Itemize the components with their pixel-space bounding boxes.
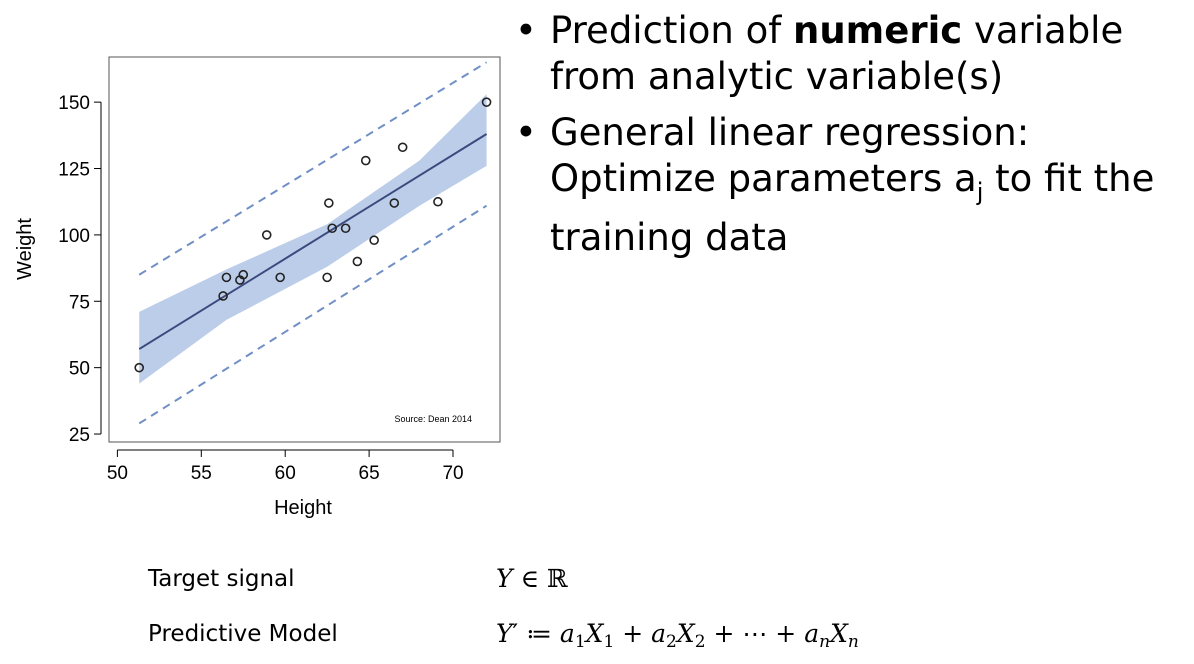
y-tick-label: 100 [58, 226, 90, 247]
predictive-model-label: Predictive Model [148, 621, 338, 647]
x-axis-title: Height [274, 497, 332, 519]
confidence-band [139, 94, 487, 384]
bullet-item: • General linear regression: Optimize par… [515, 111, 1155, 259]
data-point [324, 198, 334, 208]
source-annotation: Source: Dean 2014 [394, 414, 472, 424]
y-tick-label: 25 [69, 425, 90, 446]
lower-prediction-bound [138, 204, 488, 425]
data-point [352, 256, 363, 267]
y-axis-title: Weight [14, 218, 36, 280]
data-point [275, 272, 285, 283]
x-axis: 50 55 60 65 70 [107, 449, 464, 484]
target-signal-formula: Y ∈ ℝ [496, 564, 568, 593]
fit-line [138, 133, 488, 350]
regression-chart: 50 55 60 65 70 25 50 75 100 125 150 Source: Dean … [14, 56, 501, 519]
target-signal-row: Target signal Y ∈ ℝ [148, 564, 1148, 600]
data-point [221, 272, 232, 283]
data-point [389, 198, 400, 208]
data-point [481, 97, 492, 107]
data-points [134, 97, 492, 373]
bullet-dot: • [515, 9, 537, 52]
data-point [134, 362, 145, 373]
data-point [238, 269, 249, 280]
regression-line [138, 133, 488, 350]
x-tick-label: 65 [359, 463, 380, 484]
data-point [340, 223, 351, 234]
target-signal-label: Target signal [148, 566, 295, 592]
predictive-model-row: Predictive Model Y′ ≔ a1X1 + a2X2 + ⋯ + … [148, 619, 1148, 655]
bullet-list: • Prediction of numeric variable from ana… [515, 8, 1194, 271]
x-tick-label: 50 [107, 463, 128, 484]
data-point [360, 155, 371, 166]
prediction-bounds [138, 61, 488, 425]
data-point [261, 230, 272, 240]
y-tick-label: 50 [69, 359, 90, 380]
y-tick-label: 75 [69, 292, 90, 313]
predictive-model-formula: Y′ ≔ a1X1 + a2X2 + ⋯ + anXn [496, 619, 859, 652]
data-point [218, 291, 228, 301]
data-point [433, 196, 443, 207]
data-point [369, 235, 379, 246]
x-tick-label: 70 [442, 463, 463, 484]
upper-prediction-bound [138, 61, 488, 276]
data-point [327, 223, 337, 234]
x-tick-label: 60 [275, 463, 296, 484]
data-point [322, 272, 332, 283]
data-point [397, 142, 408, 153]
y-tick-label: 150 [58, 93, 90, 114]
bullet-item: • Prediction of numeric variable from ana… [515, 9, 1124, 98]
y-axis: 25 50 75 100 125 150 [58, 93, 102, 446]
bullet-dot: • [515, 111, 537, 154]
y-tick-label: 125 [58, 160, 90, 181]
confidence-band-area [139, 94, 487, 384]
x-tick-label: 55 [191, 463, 212, 484]
